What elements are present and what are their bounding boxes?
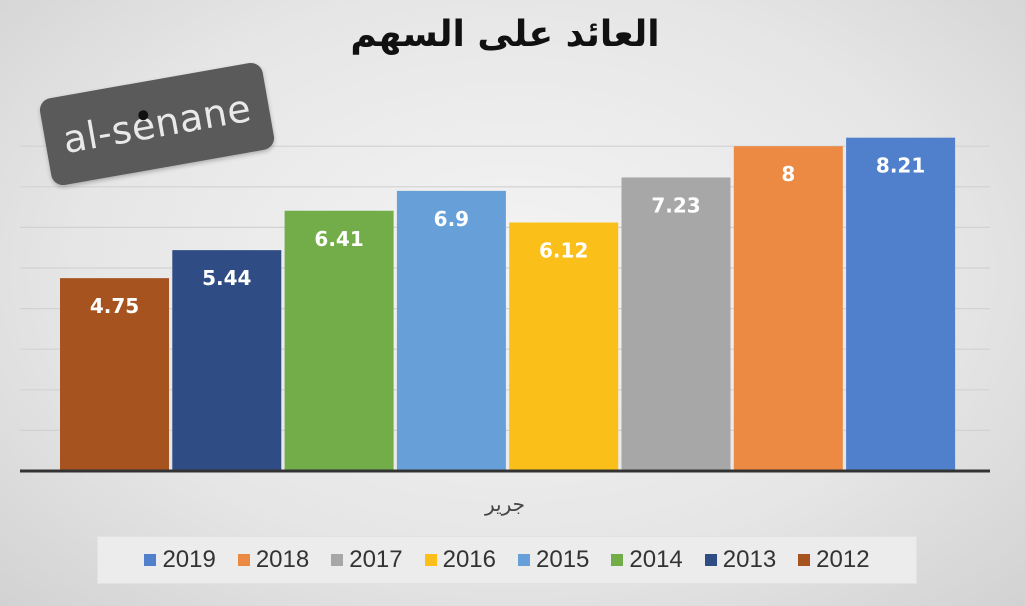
- legend-item-2018: 2018: [237, 546, 310, 574]
- watermark-text: al-senane: [59, 85, 255, 163]
- bar-2012: [60, 278, 169, 471]
- legend-swatch: [237, 554, 250, 566]
- bar-labels: 4.75 5.44 6.41 6.9 6.12 7.23 8 8.21: [90, 154, 925, 318]
- bar-value-label-2012: 4.75: [90, 294, 139, 318]
- bar-2019: [846, 137, 956, 471]
- legend-swatch: [518, 554, 530, 566]
- legend-item-2019: 2019: [144, 546, 216, 574]
- legend-item-2013: 2013: [704, 546, 777, 574]
- bar-value-label-2016: 6.12: [539, 239, 588, 263]
- bar-2017: [621, 177, 731, 471]
- legend: 2019 2018 2017 2016 2015 2014 2013 2012: [97, 536, 917, 584]
- legend-label: 2014: [629, 546, 683, 573]
- bar-2014: [284, 210, 394, 471]
- bar-value-label-2013: 5.44: [202, 266, 251, 290]
- legend-swatch: [424, 554, 437, 566]
- bar-value-label-2018: 8: [781, 162, 795, 186]
- legend-label: 2012: [816, 546, 870, 573]
- bar-2018: [733, 146, 843, 471]
- bars: [60, 137, 956, 472]
- bar-value-label-2019: 8.21: [876, 154, 925, 178]
- bar-value-label-2015: 6.9: [434, 207, 469, 231]
- legend-item-2012: 2012: [798, 546, 870, 574]
- legend-label: 2016: [442, 546, 496, 573]
- legend-swatch: [611, 554, 624, 566]
- legend-label: 2017: [349, 546, 403, 573]
- legend-swatch: [331, 554, 344, 566]
- bar-2013: [172, 250, 282, 471]
- legend-label: 2018: [255, 546, 310, 573]
- legend-label: 2019: [162, 546, 216, 573]
- legend-label: 2015: [536, 546, 590, 573]
- chart-title: العائد على السهم: [350, 14, 660, 55]
- legend-swatch: [704, 554, 717, 566]
- legend-item-2015: 2015: [518, 546, 589, 574]
- legend-item-2016: 2016: [424, 546, 496, 574]
- bar-value-label-2014: 6.41: [314, 227, 363, 251]
- x-axis-label: جرير: [485, 492, 525, 516]
- bar-2015: [396, 190, 506, 472]
- legend-label: 2013: [722, 546, 777, 573]
- bar-2016: [509, 222, 619, 471]
- legend-swatch: [798, 554, 811, 566]
- bar-value-label-2017: 7.23: [651, 193, 700, 217]
- legend-item-2017: 2017: [331, 546, 403, 574]
- legend-swatch: [144, 554, 157, 566]
- legend-item-2014: 2014: [611, 546, 683, 574]
